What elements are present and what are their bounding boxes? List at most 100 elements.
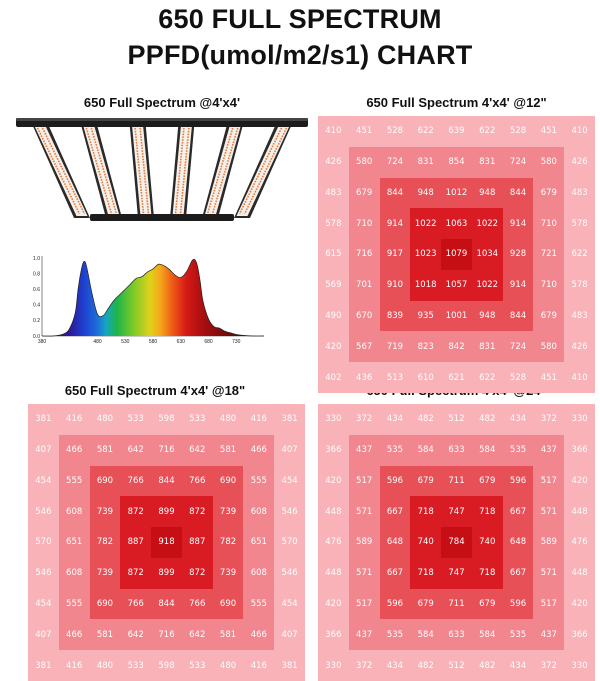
heatmap-cell: 437 <box>348 619 380 651</box>
heatmap-cell: 437 <box>533 434 565 466</box>
heatmap-cell: 426 <box>564 146 595 178</box>
heatmap-cell: 546 <box>274 557 305 589</box>
heatmap-cell: 739 <box>89 496 121 528</box>
heatmap-cell: 598 <box>151 404 182 435</box>
heatmap-cell: 721 <box>533 239 565 270</box>
heatmap-cell: 407 <box>274 434 305 466</box>
heatmap-cell: 533 <box>120 650 152 681</box>
heatmap-cell: 533 <box>181 650 213 681</box>
y-tick-label: 0.6 <box>33 287 40 293</box>
heatmap-cell: 633 <box>441 619 472 651</box>
heatmap-cell: 928 <box>502 239 534 270</box>
x-tick-label: 530 <box>121 339 130 345</box>
heatmap-cell: 580 <box>533 146 565 178</box>
heatmap-cell: 589 <box>533 527 565 558</box>
heatmap-cell: 1034 <box>471 239 503 270</box>
heatmap-cell: 512 <box>441 404 472 435</box>
heatmap-cell: 454 <box>28 465 59 497</box>
heatmap-cell: 420 <box>318 331 349 363</box>
heatmap-cell: 872 <box>181 557 213 589</box>
heatmap-cell: 571 <box>533 557 565 589</box>
heatmap-cell: 490 <box>318 300 349 332</box>
heatmap-cell: 330 <box>564 650 595 681</box>
heatmap-cell: 330 <box>318 650 349 681</box>
heatmap-cell: 448 <box>564 557 595 589</box>
heatmap-cell: 872 <box>120 557 152 589</box>
heatmap-cell: 483 <box>564 300 595 332</box>
heatmap-12-inch: 410 451 528 622 639 622 528 451 410 426 580 724 831 8… <box>318 116 595 393</box>
heatmap-cell: 482 <box>410 650 442 681</box>
heatmap-cell: 584 <box>471 619 503 651</box>
heatmap-cell: 710 <box>348 208 380 240</box>
heatmap-cell: 466 <box>58 434 90 466</box>
heatmap-cell: 410 <box>564 116 595 147</box>
heatmap-cell: 482 <box>471 404 503 435</box>
heatmap-cell: 420 <box>318 465 349 497</box>
heatmap-cell: 381 <box>274 650 305 681</box>
heatmap-cell: 512 <box>441 650 472 681</box>
heatmap-cell: 842 <box>441 331 472 363</box>
heatmap-cell: 679 <box>533 177 565 209</box>
x-tick-label: 380 <box>38 339 47 345</box>
heatmap-cell: 480 <box>212 404 244 435</box>
heatmap-cell: 407 <box>274 619 305 651</box>
x-tick-label: 630 <box>177 339 186 345</box>
heatmap-cell: 831 <box>471 146 503 178</box>
heatmap-cell: 416 <box>243 650 275 681</box>
heatmap-cell: 716 <box>348 239 380 270</box>
heatmap-cell: 844 <box>502 300 534 332</box>
heatmap-cell: 535 <box>502 434 534 466</box>
heatmap-cell: 711 <box>441 588 472 620</box>
heatmap-cell: 747 <box>441 557 472 589</box>
heatmap-cell: 622 <box>564 239 595 270</box>
heatmap-cell: 578 <box>564 269 595 301</box>
heatmap-cell: 782 <box>89 527 121 558</box>
heatmap-cell: 608 <box>243 496 275 528</box>
heatmap-cell: 451 <box>533 116 565 147</box>
heatmap-cell: 555 <box>243 588 275 620</box>
heatmap-cell: 718 <box>410 496 442 528</box>
heatmap-cell: 844 <box>151 465 182 497</box>
heatmap-cell: 546 <box>274 496 305 528</box>
heatmap-cell: 567 <box>348 331 380 363</box>
heatmap-cell: 648 <box>502 527 534 558</box>
heatmap-cell: 766 <box>120 465 152 497</box>
heatmap-cell: 831 <box>471 331 503 363</box>
heatmap-cell: 639 <box>441 116 472 147</box>
heatmap-cell: 451 <box>533 362 565 393</box>
heatmap-cell: 420 <box>564 588 595 620</box>
heatmap-cell: 914 <box>379 208 411 240</box>
heatmap-18-inch: 381 416 480 533 598 533 480 416 381 407 466 581 642 7… <box>28 404 305 681</box>
heatmap-cell: 872 <box>120 496 152 528</box>
heatmap-cell: 1022 <box>471 208 503 240</box>
heatmap-cell: 581 <box>89 434 121 466</box>
heatmap-cell: 535 <box>379 434 411 466</box>
heatmap-cell: 517 <box>533 588 565 620</box>
heatmap-cell: 648 <box>379 527 411 558</box>
heatmap-cell: 679 <box>348 177 380 209</box>
heatmap-cell: 535 <box>502 619 534 651</box>
heatmap-cell: 584 <box>410 619 442 651</box>
heatmap-cell: 711 <box>441 465 472 497</box>
heatmap-cell: 844 <box>502 177 534 209</box>
heatmap-cell: 1022 <box>410 208 442 240</box>
y-tick-label: 0.2 <box>33 318 40 324</box>
title-line-1: 650 FULL SPECTRUM <box>158 4 442 34</box>
heatmap-cell: 823 <box>410 331 442 363</box>
heatmap-cell: 407 <box>28 434 59 466</box>
heatmap-cell: 513 <box>379 362 411 393</box>
heatmap-cell: 642 <box>181 434 213 466</box>
heatmap-cell: 918 <box>151 527 182 558</box>
heatmap-cell: 667 <box>379 496 411 528</box>
grow-light-fixture-image <box>16 118 308 221</box>
heatmap-cell: 1023 <box>410 239 442 270</box>
heatmap-cell: 482 <box>410 404 442 435</box>
heatmap-cell: 642 <box>120 619 152 651</box>
heatmap-cell: 420 <box>318 588 349 620</box>
heatmap-cell: 596 <box>379 465 411 497</box>
heatmap-cell: 578 <box>564 208 595 240</box>
heatmap-cell: 366 <box>564 434 595 466</box>
heatmap-cell: 710 <box>533 269 565 301</box>
heatmap-cell: 690 <box>89 588 121 620</box>
x-tick-label: 730 <box>232 339 241 345</box>
